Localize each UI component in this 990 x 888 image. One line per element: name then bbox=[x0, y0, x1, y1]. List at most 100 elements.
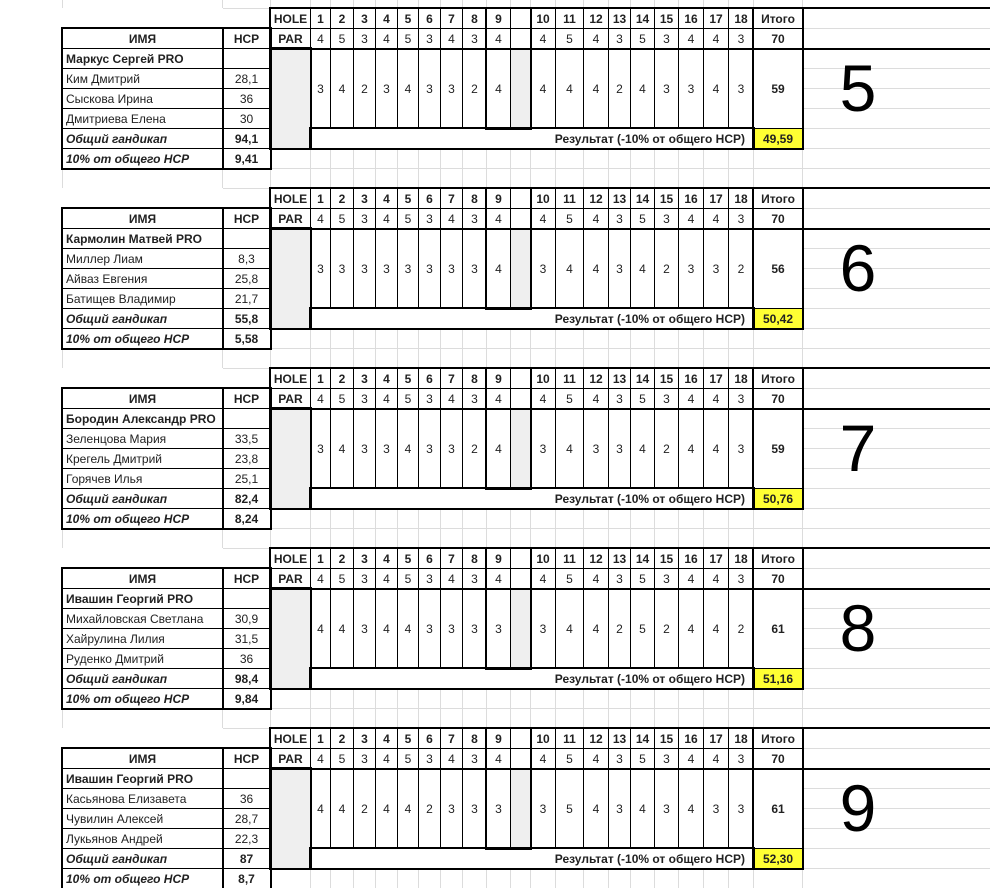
hole-number[interactable]: 13 bbox=[608, 728, 631, 749]
par-value[interactable]: 5 bbox=[555, 28, 584, 49]
score-cell[interactable]: 3 bbox=[440, 768, 463, 849]
score-cell[interactable]: 3 bbox=[486, 768, 511, 849]
hole-number[interactable]: 17 bbox=[703, 188, 729, 209]
hcp-header[interactable]: HCP bbox=[222, 748, 271, 769]
par-value[interactable]: 4 bbox=[375, 28, 398, 49]
result-value[interactable]: 51,16 bbox=[753, 668, 803, 689]
gap-cell[interactable] bbox=[510, 28, 531, 49]
score-cell[interactable]: 4 bbox=[330, 768, 354, 849]
par-value[interactable]: 3 bbox=[654, 28, 679, 49]
par-value[interactable]: 3 bbox=[728, 748, 754, 769]
score-cell[interactable]: 4 bbox=[630, 228, 655, 309]
hole-number[interactable]: 2 bbox=[330, 8, 354, 29]
gap-cell[interactable] bbox=[510, 368, 531, 389]
hole-number[interactable]: 5 bbox=[397, 188, 419, 209]
name-header[interactable]: ИМЯ bbox=[62, 388, 223, 409]
player-hcp[interactable]: 33,5 bbox=[222, 428, 271, 449]
par-value[interactable]: 4 bbox=[530, 748, 556, 769]
score-cell[interactable]: 4 bbox=[486, 408, 511, 489]
hole-header[interactable]: HOLE bbox=[270, 728, 311, 749]
par-value[interactable]: 5 bbox=[330, 748, 354, 769]
hole-number[interactable]: 12 bbox=[583, 8, 609, 29]
hole-number[interactable]: 4 bbox=[375, 188, 398, 209]
player-name[interactable]: Руденко Дмитрий bbox=[62, 648, 223, 669]
result-value[interactable]: 50,42 bbox=[753, 308, 803, 329]
player-hcp[interactable]: 31,5 bbox=[222, 628, 271, 649]
hole-number[interactable]: 10 bbox=[530, 8, 556, 29]
par-value[interactable]: 5 bbox=[397, 748, 419, 769]
hole-number[interactable]: 8 bbox=[462, 8, 487, 29]
score-cell[interactable]: 2 bbox=[418, 768, 441, 849]
par-value[interactable]: 3 bbox=[353, 28, 376, 49]
par-value[interactable]: 4 bbox=[530, 388, 556, 409]
par-value[interactable]: 4 bbox=[375, 748, 398, 769]
par-value[interactable]: 4 bbox=[703, 568, 729, 589]
hole-number[interactable]: 15 bbox=[654, 8, 679, 29]
par-value[interactable]: 5 bbox=[630, 28, 655, 49]
score-cell[interactable]: 4 bbox=[703, 48, 729, 129]
score-cell[interactable]: 4 bbox=[703, 588, 729, 669]
player-name[interactable]: Батищев Владимир bbox=[62, 288, 223, 309]
score-cell[interactable]: 3 bbox=[530, 768, 556, 849]
par-value[interactable]: 4 bbox=[486, 568, 511, 589]
score-cell[interactable]: 4 bbox=[583, 48, 609, 129]
hole-number[interactable]: 6 bbox=[418, 188, 441, 209]
score-cell[interactable]: 3 bbox=[418, 228, 441, 309]
hole-number[interactable]: 13 bbox=[608, 368, 631, 389]
par-value[interactable]: 5 bbox=[555, 208, 584, 229]
ten-percent-value[interactable]: 8,24 bbox=[222, 508, 271, 529]
total-header[interactable]: Итого bbox=[753, 548, 803, 569]
par-header[interactable]: PAR bbox=[270, 208, 311, 229]
score-cell[interactable]: 3 bbox=[353, 588, 376, 669]
hole-number[interactable]: 10 bbox=[530, 728, 556, 749]
hole-number[interactable]: 3 bbox=[353, 8, 376, 29]
score-cell[interactable]: 3 bbox=[418, 48, 441, 129]
par-value[interactable]: 3 bbox=[462, 568, 487, 589]
gap-cell[interactable] bbox=[510, 188, 531, 209]
score-cell[interactable]: 4 bbox=[375, 768, 398, 849]
score-cell[interactable]: 4 bbox=[630, 48, 655, 129]
score-cell[interactable]: 3 bbox=[583, 408, 609, 489]
par-value[interactable]: 3 bbox=[728, 208, 754, 229]
par-value[interactable]: 5 bbox=[555, 568, 584, 589]
gap-cell[interactable] bbox=[510, 228, 531, 309]
hole-number[interactable]: 7 bbox=[440, 548, 463, 569]
par-value[interactable]: 4 bbox=[440, 568, 463, 589]
hole-number[interactable]: 6 bbox=[418, 728, 441, 749]
hole-number[interactable]: 14 bbox=[630, 548, 655, 569]
ten-percent-value[interactable]: 9,84 bbox=[222, 688, 271, 709]
total-header[interactable]: Итого bbox=[753, 368, 803, 389]
pro-hcp[interactable] bbox=[222, 408, 271, 429]
score-cell[interactable]: 4 bbox=[583, 768, 609, 849]
par-value[interactable]: 3 bbox=[728, 568, 754, 589]
par-value[interactable]: 5 bbox=[630, 208, 655, 229]
hole-number[interactable]: 11 bbox=[555, 188, 584, 209]
hole-number[interactable]: 16 bbox=[678, 548, 704, 569]
score-cell[interactable]: 3 bbox=[440, 588, 463, 669]
par-value[interactable]: 5 bbox=[630, 568, 655, 589]
pro-hcp[interactable] bbox=[222, 228, 271, 249]
score-cell[interactable]: 3 bbox=[728, 48, 754, 129]
score-cell[interactable]: 4 bbox=[583, 588, 609, 669]
score-cell[interactable]: 2 bbox=[608, 588, 631, 669]
player-hcp[interactable]: 22,3 bbox=[222, 828, 271, 849]
hole-number[interactable]: 15 bbox=[654, 368, 679, 389]
gap-cell[interactable] bbox=[510, 588, 531, 669]
score-cell[interactable]: 3 bbox=[462, 228, 487, 309]
gap-cell[interactable] bbox=[510, 48, 531, 129]
total-header[interactable]: Итого bbox=[753, 728, 803, 749]
hole-number[interactable]: 18 bbox=[728, 548, 754, 569]
player-hcp[interactable]: 8,3 bbox=[222, 248, 271, 269]
par-value[interactable]: 4 bbox=[310, 208, 331, 229]
par-value[interactable]: 4 bbox=[583, 208, 609, 229]
hole-number[interactable]: 17 bbox=[703, 548, 729, 569]
score-cell[interactable]: 4 bbox=[330, 408, 354, 489]
player-name[interactable]: Касьянова Елизавета bbox=[62, 788, 223, 809]
par-value[interactable]: 5 bbox=[397, 568, 419, 589]
gap-cell[interactable] bbox=[510, 8, 531, 29]
pro-hcp[interactable] bbox=[222, 768, 271, 789]
par-value[interactable]: 3 bbox=[418, 388, 441, 409]
score-cell[interactable]: 3 bbox=[462, 768, 487, 849]
score-cell[interactable]: 4 bbox=[330, 48, 354, 129]
hole-number[interactable]: 5 bbox=[397, 548, 419, 569]
